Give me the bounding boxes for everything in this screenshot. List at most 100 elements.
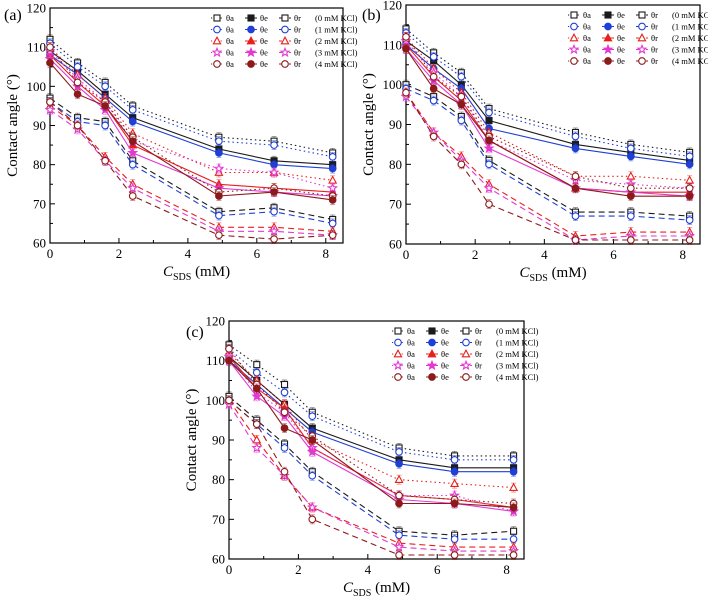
data-point [308, 412, 317, 421]
legend-marker [636, 43, 648, 55]
x-tick-label: 6 [610, 247, 617, 262]
legend-marker [460, 359, 472, 371]
data-point [626, 236, 635, 244]
data-point [46, 43, 54, 52]
data-point [225, 356, 233, 365]
x-tick-label: 0 [403, 247, 410, 262]
data-point [626, 171, 636, 180]
data-point [509, 551, 518, 559]
legend-marker [247, 14, 255, 22]
legend-marker [428, 373, 436, 381]
series-line-equilibrium-2-mm-kcl [49, 54, 333, 193]
data-point [127, 147, 139, 158]
data-point [253, 361, 261, 369]
data-point [571, 172, 580, 181]
legend-marker [394, 338, 402, 347]
data-point [73, 78, 82, 87]
data-point [571, 184, 580, 193]
legend-symbol: θe [441, 361, 449, 371]
legend-symbol: θe [441, 372, 449, 382]
legend-entry-label: (3 mM KCl) [672, 45, 708, 55]
legend-entry-label: (1 mM KCl) [496, 338, 539, 348]
series-line-receding-4-mm-kcl [49, 101, 333, 240]
legend-symbol: θe [441, 338, 449, 348]
legend-symbol: θa [583, 45, 591, 55]
series-line-equilibrium-3-mm-kcl [405, 48, 690, 197]
legend-marker [462, 338, 470, 347]
series-line-equilibrium-0-mm-kcl [228, 356, 514, 469]
legend-entry-label: (1 mM KCl) [672, 22, 708, 32]
data-point [571, 132, 580, 141]
y-tick-label: 110 [206, 353, 225, 368]
legend-symbol: θe [260, 25, 268, 35]
data-point [328, 231, 337, 240]
data-point [571, 144, 580, 153]
legend-entry-label: (4 mM KCl) [672, 56, 708, 66]
x-axis-label-symbol: C [519, 265, 530, 281]
y-tick-label: 80 [389, 157, 402, 172]
y-tick-label: 80 [33, 157, 46, 172]
legend-marker [604, 22, 612, 31]
y-tick-label: 100 [383, 77, 403, 92]
x-axis-label-subscript: SDS [353, 588, 371, 598]
legend: θa θe θr (0 mM KCl) θa θe θr (1 mM KCl) θa θe θr (2… [568, 10, 708, 66]
legend-marker [638, 22, 646, 31]
series-line-advancing-0-mm-kcl [228, 344, 514, 457]
data-point [571, 212, 580, 220]
data-point [395, 459, 403, 468]
y-tick-label: 70 [212, 512, 225, 527]
panel-a: 60 70 80 90 100 110 120 0 2 4 6 8 CSDS (mM) Contact a… [4, 1, 358, 284]
data-point [485, 116, 493, 125]
data-point [215, 211, 223, 220]
data-point [46, 58, 54, 67]
series-line-receding-0-mm-kcl [49, 97, 333, 221]
legend-symbol: θe [441, 326, 449, 336]
legend-symbol: θr [651, 33, 658, 43]
legend-marker [604, 11, 612, 19]
data-point [393, 541, 405, 552]
legend-symbol: θa [407, 326, 415, 336]
legend-symbol: θr [294, 25, 301, 35]
legend-marker [602, 43, 614, 55]
legend-symbol: θr [651, 45, 658, 55]
data-point [457, 160, 466, 169]
legend-symbol: θa [407, 372, 415, 382]
x-axis-label: CSDS (mM) [519, 265, 586, 284]
data-point [251, 442, 263, 453]
data-point [429, 132, 438, 141]
x-tick-label: 6 [434, 562, 441, 577]
data-point [429, 52, 438, 61]
data-point [101, 121, 110, 130]
data-point [270, 235, 278, 243]
data-point [128, 137, 137, 146]
series-line-equilibrium-0-mm-kcl [49, 50, 333, 166]
data-point [270, 188, 278, 196]
legend-symbol: θr [475, 349, 482, 359]
x-axis-label-symbol: C [343, 580, 354, 596]
y-axis-label: Contact angle (°) [184, 389, 200, 492]
series-line-receding-4-mm-kcl [228, 399, 514, 556]
data-point [128, 192, 137, 200]
series-line-equilibrium-4-mm-kcl [405, 48, 690, 197]
series-group [400, 24, 696, 245]
data-point [685, 160, 694, 169]
data-point [485, 108, 493, 117]
data-point [450, 478, 460, 487]
data-point [46, 98, 54, 106]
series-line-equilibrium-1-mm-kcl [405, 44, 690, 165]
legend-marker [426, 359, 438, 371]
legend-marker [213, 14, 221, 22]
legend-symbol: θe [617, 45, 625, 55]
legend-symbol: θa [583, 10, 591, 20]
x-tick-label: 2 [116, 246, 123, 261]
series-line-receding-3-mm-kcl [228, 404, 514, 552]
legend-symbol: θa [226, 36, 234, 46]
data-point [270, 141, 278, 149]
data-point [685, 236, 694, 244]
legend-entry-label: (0 mM KCl) [496, 326, 539, 336]
legend-marker [245, 46, 257, 58]
x-tick-label: 8 [503, 562, 510, 577]
data-point [215, 137, 223, 146]
data-point [509, 455, 518, 464]
